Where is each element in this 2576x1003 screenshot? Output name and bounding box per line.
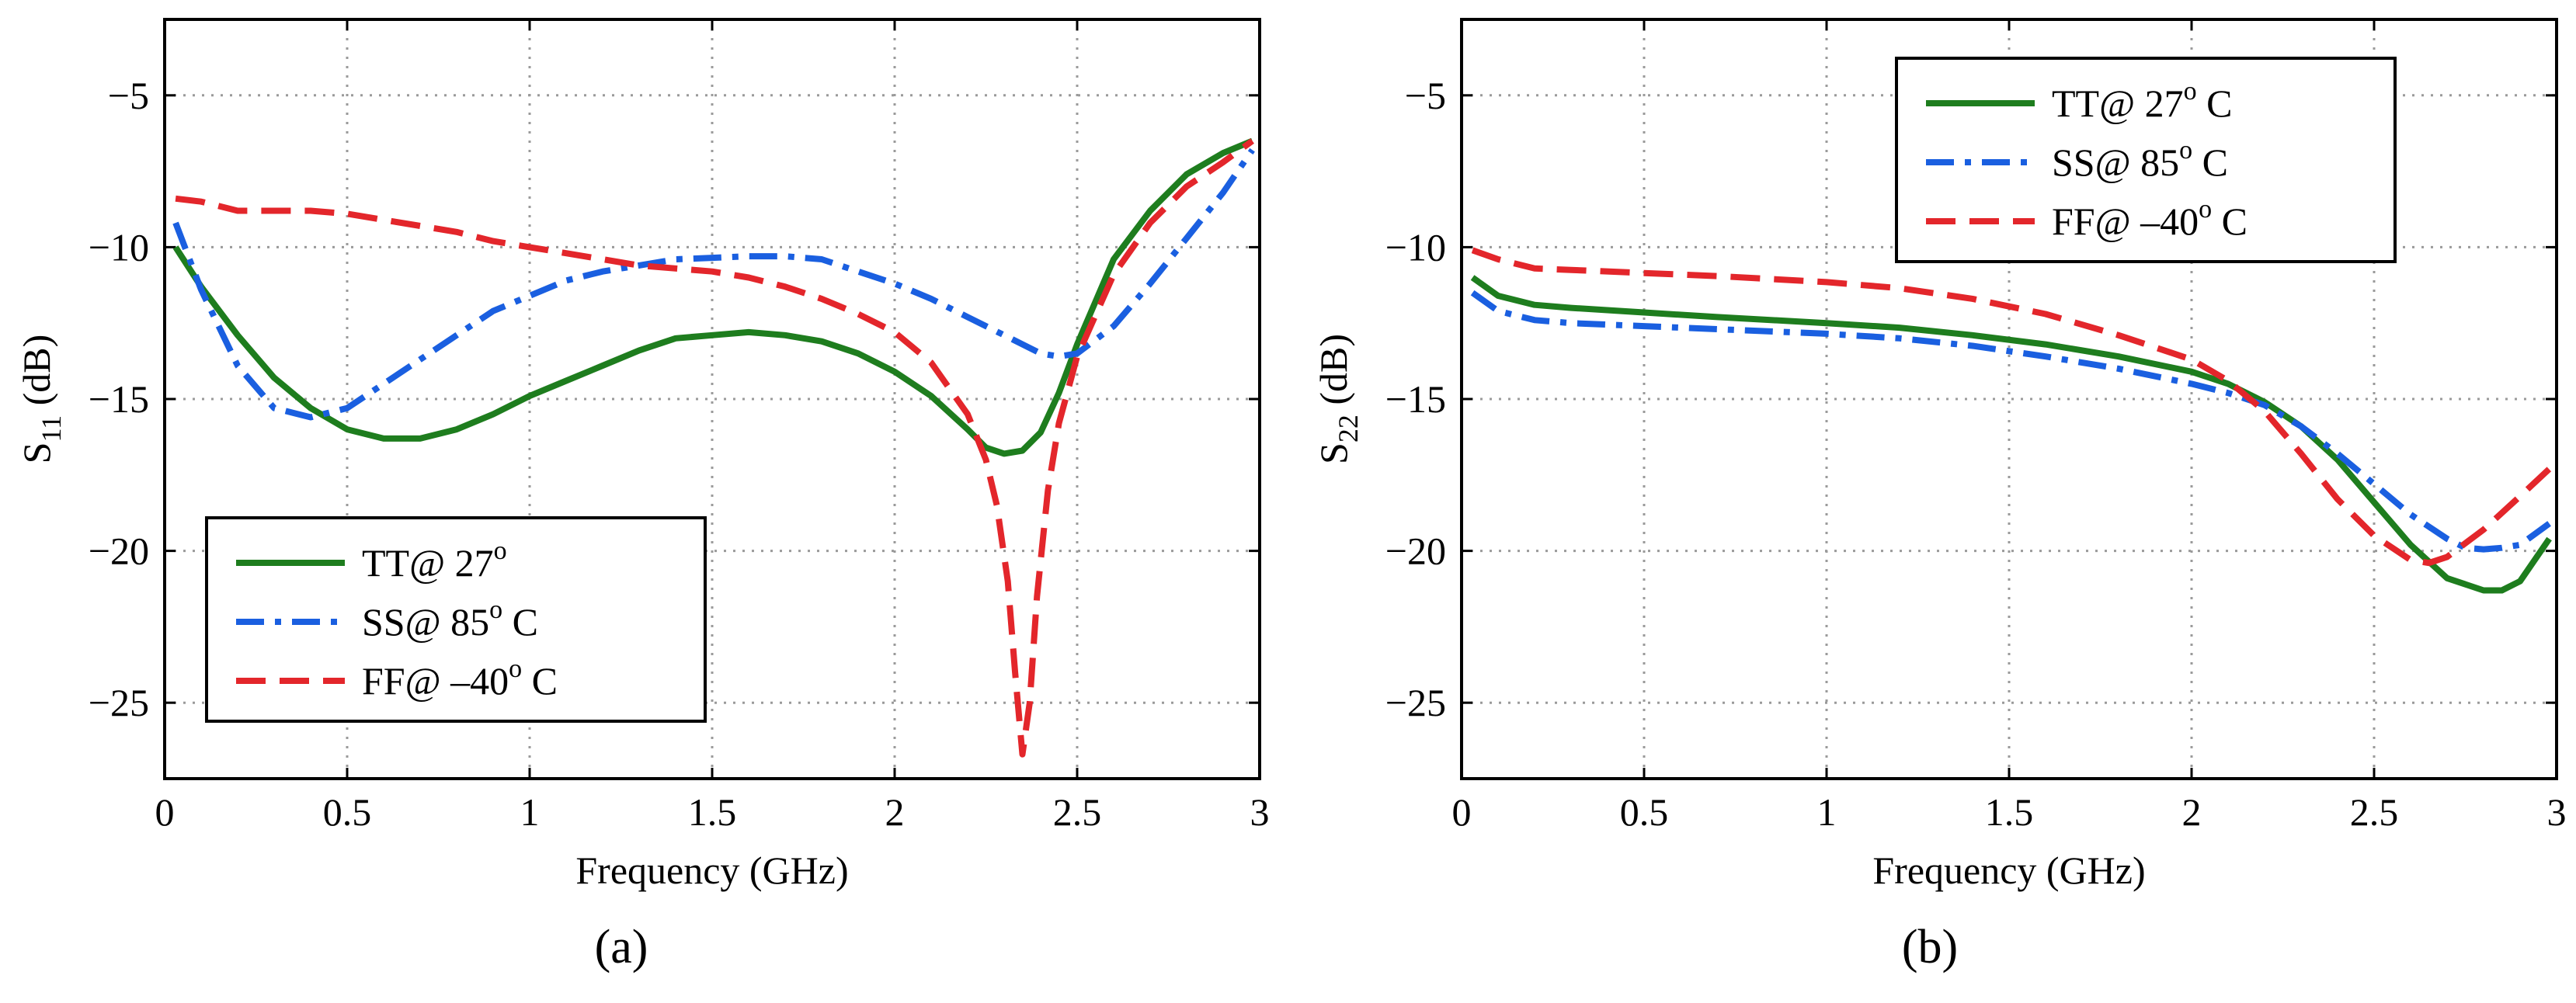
panel-label: (b)	[1902, 921, 1958, 974]
legend-box	[205, 516, 707, 723]
series-line	[1470, 275, 2552, 594]
y-tick-label: −15	[1385, 377, 1446, 421]
panel-a: 0 0.5 1 1.5 2 2.5 3 −5 −10 −15 −20 −25 TT@ 27o SS@ 85…	[15, 18, 1270, 974]
legend-label: SS@ 85o C	[362, 595, 538, 644]
legend-label: TT@ 27o C	[2052, 77, 2233, 125]
x-tick-label: 2	[2182, 790, 2202, 834]
y-axis-label: S22 (dB)	[1312, 334, 1364, 464]
y-tick-label: −20	[1385, 529, 1446, 573]
series-line	[172, 137, 1254, 457]
series-line	[1470, 290, 2551, 553]
series-line	[172, 148, 1255, 421]
y-tick-label: −25	[1385, 681, 1446, 724]
y-tick-label: −5	[1405, 74, 1446, 117]
panel-label: (a)	[595, 921, 648, 974]
panel-b: 0 0.5 1 1.5 2 2.5 3 −5 −10 −15 −20 −25 TT@ 27o C SS@ …	[1312, 18, 2567, 974]
x-tick-label: 2	[885, 790, 905, 834]
x-axis-label: Frequency (GHz)	[1872, 849, 2145, 892]
x-tick-label: 1	[520, 790, 540, 834]
x-tick-label: 0.5	[1620, 790, 1669, 834]
legend: TT@ 27o C SS@ 85o C FF@ –40o C	[1895, 57, 2397, 263]
x-tick-label: 1	[1817, 790, 1837, 834]
x-axis-label: Frequency (GHz)	[575, 849, 848, 892]
x-tick-label: 0	[1452, 790, 1472, 834]
x-tick-label: 3	[1250, 790, 1270, 834]
legend: TT@ 27o SS@ 85o C FF@ –40o C	[205, 516, 707, 723]
plot-frame	[1460, 18, 2558, 780]
plot-frame	[163, 18, 1261, 780]
y-tick-label: −5	[108, 74, 149, 117]
x-tick-label: 2.5	[2350, 790, 2399, 834]
legend-label: FF@ –40o C	[362, 654, 558, 703]
x-tick-label: 2.5	[1053, 790, 1102, 834]
x-tick-label: 0	[155, 790, 175, 834]
legend-label: TT@ 27o	[362, 536, 507, 585]
x-tick-label: 0.5	[323, 790, 372, 834]
legend-box	[1895, 57, 2397, 263]
y-tick-label: −10	[89, 225, 149, 269]
legend-label: FF@ –40o C	[2052, 195, 2247, 243]
y-tick-label: −20	[89, 529, 149, 573]
y-tick-label: −25	[89, 681, 149, 724]
legend-label: SS@ 85o C	[2052, 136, 2228, 184]
x-tick-label: 1.5	[1985, 790, 2034, 834]
x-tick-label: 1.5	[688, 790, 737, 834]
y-tick-label: −10	[1385, 225, 1446, 269]
series-line	[175, 138, 1254, 758]
series-line	[1471, 247, 2552, 567]
y-tick-label: −15	[89, 377, 149, 421]
x-tick-label: 3	[2547, 790, 2567, 834]
y-axis-label: S11 (dB)	[15, 335, 67, 464]
